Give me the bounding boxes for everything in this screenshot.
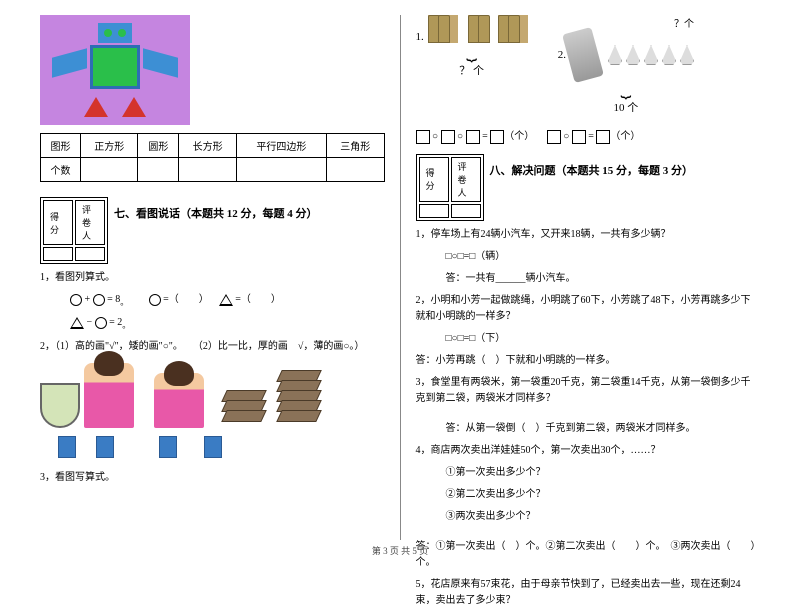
blue-box[interactable] <box>96 436 114 458</box>
robot-figure <box>40 15 190 125</box>
q8-1-eq: □○□=□（辆） <box>446 249 761 265</box>
worksheet-page: 图形 正方形 圆形 长方形 平行四边形 三角形 个数 得分评卷人 七、看图说话（… <box>0 0 800 540</box>
q8-3-ans: 答：从第一袋倒（ ）千克到第二袋，两袋米才同样多。 <box>446 421 761 437</box>
q8-1-ans: 答：一共有______辆小汽车。 <box>446 271 761 287</box>
grader-label: 评卷人 <box>75 200 105 245</box>
th-para: 平行四边形 <box>236 134 326 158</box>
triangle-icon <box>70 317 84 329</box>
section8-title: 八、解决问题（本题共 15 分，每题 3 分） <box>490 162 694 178</box>
q7-1: 1，看图列算式。 <box>40 270 385 286</box>
q8-4-3: ③两次卖出多少个？ <box>446 509 761 525</box>
score-box: 得分评卷人 <box>416 154 484 221</box>
q-label: ？ 个 <box>416 62 528 78</box>
grader-label: 评卷人 <box>451 157 481 202</box>
ten-label: 10 个 <box>558 99 694 115</box>
circle-icon <box>95 317 107 329</box>
equation-1: + = 8。 =（ ） =（ ） <box>70 292 385 309</box>
girls-figure <box>40 363 385 428</box>
page-footer: 第 3 页 共 5 页 <box>0 544 800 557</box>
circle-icon <box>70 294 82 306</box>
brace-icon: ⏟ <box>416 41 528 62</box>
th-rect: 长方形 <box>179 134 236 158</box>
top-problems: 1. ⏟ ？ 个 ？个 2. ⏟ 10 个 <box>416 15 761 115</box>
table-row: 图形 正方形 圆形 长方形 平行四边形 三角形 <box>41 134 385 158</box>
section7-header: 得分评卷人 七、看图说话（本题共 12 分，每题 4 分） <box>40 197 385 264</box>
section8-header: 得分评卷人 八、解决问题（本题共 15 分，每题 3 分） <box>416 154 761 221</box>
score-box: 得分评卷人 <box>40 197 108 264</box>
problem-2: ？个 2. ⏟ 10 个 <box>558 15 694 115</box>
equation-2: − = 2。 <box>70 315 385 332</box>
score-label: 得分 <box>43 200 73 245</box>
num-1: 1. <box>416 31 424 43</box>
th-circle: 圆形 <box>138 134 179 158</box>
th-tri: 三角形 <box>327 134 384 158</box>
shapes-count-table: 图形 正方形 圆形 长方形 平行四边形 三角形 个数 <box>40 133 385 182</box>
th-shape: 图形 <box>41 134 81 158</box>
q-mark: ？个 <box>558 15 694 30</box>
q8-2: 2，小明和小芳一起做跳绳，小明跳了60下，小芳跳了48下，小芳再跳多少下就和小明… <box>416 293 761 325</box>
left-column: 图形 正方形 圆形 长方形 平行四边形 三角形 个数 得分评卷人 七、看图说话（… <box>30 15 395 540</box>
q7-3: 3，看图写算式。 <box>40 470 385 486</box>
right-column: 1. ⏟ ？ 个 ？个 2. ⏟ 10 个 ○ ○ = （个） <box>406 15 771 540</box>
blue-box[interactable] <box>204 436 222 458</box>
tube-icon <box>562 27 604 83</box>
q8-1: 1，停车场上有24辆小汽车，又开来18辆，一共有多少辆？ <box>416 227 761 243</box>
q8-4-1: ①第一次卖出多少个？ <box>446 465 761 481</box>
q7-2: 2，（1）高的画"√"，矮的画"○"。 （2）比一比，厚的画 √，薄的画○。） <box>40 339 385 355</box>
circle-icon <box>149 294 161 306</box>
blue-box[interactable] <box>58 436 76 458</box>
q8-2-ans: 答：小芳再跳（ ）下就和小明跳的一样多。 <box>416 353 761 369</box>
num-2: 2. <box>558 49 566 61</box>
q8-5: 5，花店原来有57束花，由于母亲节快到了，已经卖出去一些，现在还剩24束，卖出去… <box>416 577 761 609</box>
row-label: 个数 <box>41 158 81 182</box>
circle-icon <box>93 294 105 306</box>
column-divider <box>400 15 401 540</box>
blue-box[interactable] <box>159 436 177 458</box>
q8-2-eq: □○□=□（下） <box>446 331 761 347</box>
table-row: 个数 <box>41 158 385 182</box>
q8-3: 3，食堂里有两袋米，第一袋重20千克，第二袋重14千克，从第一袋倒多少千克到第二… <box>416 375 761 407</box>
score-label: 得分 <box>419 157 449 202</box>
q8-4-2: ②第二次卖出多少个？ <box>446 487 761 503</box>
problem-1: 1. ⏟ ？ 个 <box>416 15 528 115</box>
equation-boxes-1: ○ ○ = （个） ○ = （个） <box>416 127 761 144</box>
triangle-icon <box>219 294 233 306</box>
books-figure <box>224 372 319 422</box>
q8-4: 4，商店两次卖出洋娃娃50个，第一次卖出30个，……？ <box>416 443 761 459</box>
th-square: 正方形 <box>81 134 138 158</box>
answer-boxes <box>40 436 385 464</box>
section7-title: 七、看图说话（本题共 12 分，每题 4 分） <box>114 205 318 221</box>
